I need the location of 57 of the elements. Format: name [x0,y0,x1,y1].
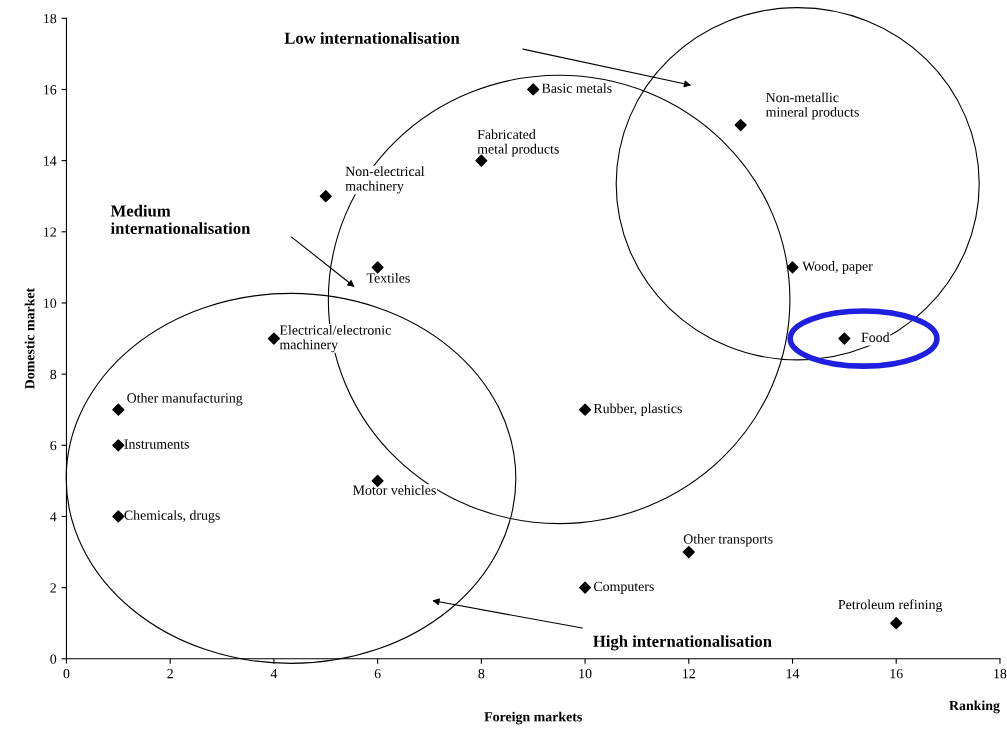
y-tick-label: 16 [44,85,57,95]
annotation: Other manufacturing [127,392,243,406]
annotation: Petroleum refining [838,599,943,613]
y-tick-label: 6 [50,440,57,451]
x-tick-label: 4 [270,669,278,679]
point [682,545,695,559]
annotation: Low internationalisation [284,32,460,44]
y-tick-label: 8 [50,369,57,380]
y-tick-label: 4 [50,512,57,522]
x-tick-label: 10 [579,668,592,679]
y-tick-label: 18 [44,13,57,24]
annotation: Non-electrical machinery [345,166,425,194]
annotation: Fabricated metal products [477,129,559,157]
y-tick-label: 14 [44,156,57,166]
x-tick-label: 16 [890,668,903,679]
annotation: Computers [593,581,654,594]
x-tick-label: 8 [478,668,485,679]
x-tick-label: 0 [63,668,70,679]
annotation: Motor vehicles [353,485,436,495]
annotation: Basic metals [541,83,612,93]
x-tick-label: 14 [786,668,800,679]
point [734,118,747,132]
y-axis-title: Domestic market [24,287,35,390]
point [475,154,488,167]
annotation: Other transports [683,533,773,547]
y-tick-label: 12 [44,227,56,237]
x-tick-label: 12 [683,668,695,679]
text: Ranking [949,700,1000,714]
annotation: Instruments [124,439,189,449]
annotation: Non-metallic mineral products [765,92,859,120]
annotation: Textiles [366,272,410,283]
annotation: High internationalisation [593,635,772,651]
point [578,403,592,416]
point [527,83,540,96]
point [838,332,851,345]
annotation: Medium internationalisation [110,204,251,235]
point [112,439,125,452]
x-axis-title: Foreign markets [484,711,582,725]
annotation: Rubber, plastics [593,403,682,417]
point [112,403,125,416]
x-tick-label: 18 [994,668,1007,679]
point [371,261,384,274]
y-tick-label: 0 [50,654,57,664]
y-tick-label: 2 [50,583,56,593]
x-tick-label: 6 [374,668,381,679]
y-tick-label: 10 [44,298,57,308]
point [890,617,903,630]
point [578,581,592,594]
x-tick-label: 2 [167,668,173,679]
point [786,261,799,274]
annotation: Food [861,332,890,343]
annotation: Chemicals, drugs [124,510,220,523]
annotation: Electrical/electronic machinery [279,324,391,353]
point [319,190,332,203]
point [267,332,280,345]
annotation: Wood, paper [802,261,873,274]
point [112,510,125,523]
